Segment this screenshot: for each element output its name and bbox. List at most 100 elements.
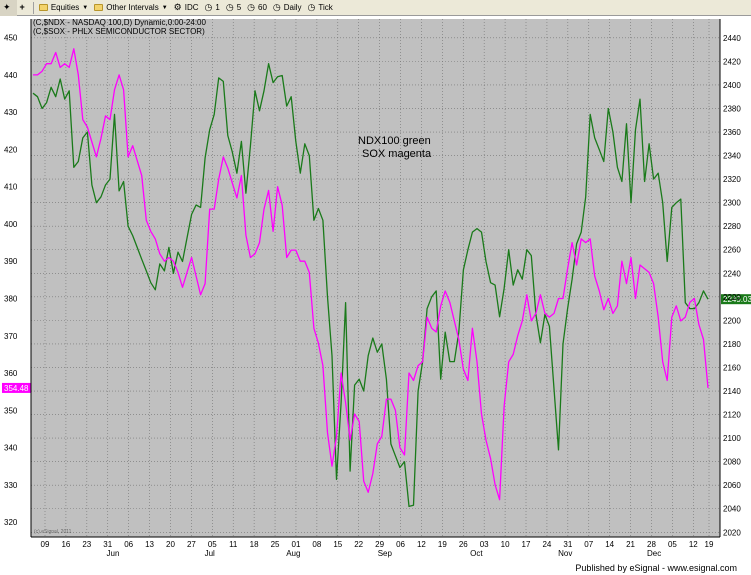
x-tick-label: 06 <box>124 540 133 549</box>
x-tick-label: 07 <box>584 540 593 549</box>
interval-5-label: 5 <box>236 3 242 12</box>
right-tick-label: 2380 <box>723 104 741 113</box>
left-tick-label: 400 <box>4 220 18 229</box>
x-tick-label: 16 <box>61 540 70 549</box>
right-tick-label: 2440 <box>723 34 741 43</box>
x-tick-label: 05 <box>668 540 677 549</box>
caret-down-icon: ▼ <box>161 4 168 11</box>
x-tick-label: 15 <box>333 540 342 549</box>
star-icon: ✦ <box>3 2 11 12</box>
folder-icon <box>94 4 104 11</box>
plus-icon: + <box>19 2 25 12</box>
gear-icon: ⚙ <box>173 2 182 12</box>
chart-header-line-2: (C,$SOX - PHLX SEMICONDUCTOR SECTOR) <box>33 27 205 36</box>
x-tick-label: 19 <box>705 540 714 549</box>
folder-icon <box>38 4 48 11</box>
interval-daily-button[interactable]: ◷ Daily <box>270 0 305 16</box>
x-tick-label: 01 <box>292 540 301 549</box>
x-tick-label: 10 <box>501 540 510 549</box>
last-value-badge <box>721 294 751 305</box>
left-tick-label: 450 <box>4 34 18 43</box>
x-tick-label: 03 <box>480 540 489 549</box>
idc-label: IDC <box>184 3 199 12</box>
caret-down-icon: ▼ <box>82 4 89 11</box>
x-tick-label: 29 <box>375 540 384 549</box>
right-tick-label: 2420 <box>723 57 741 66</box>
right-tick-label: 2340 <box>723 152 741 161</box>
other-intervals-label: Other Intervals <box>106 3 159 12</box>
equities-menu[interactable]: Equities ▼ <box>36 0 91 16</box>
x-tick-label: 05 <box>208 540 217 549</box>
x-tick-label: 25 <box>271 540 280 549</box>
left-tick-label: 330 <box>4 481 18 490</box>
equities-label: Equities <box>50 3 80 12</box>
x-tick-label: 31 <box>563 540 572 549</box>
sox-line <box>33 48 709 501</box>
x-tick-label: 18 <box>250 540 259 549</box>
month-label: Jul <box>205 549 215 558</box>
plot-area[interactable] <box>31 19 720 537</box>
x-tick-label: 26 <box>459 540 468 549</box>
interval-daily-label: Daily <box>283 3 302 12</box>
interval-5-button[interactable]: ◷ 5 <box>223 0 244 16</box>
interval-1-button[interactable]: ◷ 1 <box>202 0 223 16</box>
idc-button[interactable]: ⚙ IDC <box>171 0 202 16</box>
left-tick-label: 380 <box>4 294 18 303</box>
interval-60-button[interactable]: ◷ 60 <box>244 0 270 16</box>
right-axis: 2020 2040 2060 2080 2100 2120 2140 2160 2180 2200… <box>719 19 741 537</box>
x-tick-label: 09 <box>41 540 50 549</box>
last-value-label: 354.48 <box>4 384 29 393</box>
x-tick-label: 28 <box>647 540 656 549</box>
x-tick-label: 13 <box>145 540 154 549</box>
right-tick-label: 2360 <box>723 128 741 137</box>
right-tick-label: 2160 <box>723 363 741 372</box>
right-tick-label: 2300 <box>723 199 741 208</box>
x-tick-label: 17 <box>522 540 531 549</box>
x-tick-label: 27 <box>187 540 196 549</box>
price-chart[interactable]: 2249.03 354.48 320 330 340 350 360 370 380 390 4… <box>0 16 751 563</box>
x-tick-label: 08 <box>312 540 321 549</box>
x-tick-label: 21 <box>626 540 635 549</box>
x-tick-label: 14 <box>605 540 614 549</box>
clock-icon: ◷ <box>272 2 281 12</box>
interval-60-label: 60 <box>258 3 267 12</box>
footer-text: Published by eSignal - www.esignal.com <box>575 563 737 573</box>
clock-icon: ◷ <box>247 2 255 12</box>
right-tick-label: 2260 <box>723 246 741 255</box>
watermark: (c) eSignal, 2011 <box>34 529 72 535</box>
last-value-badge <box>2 382 31 393</box>
x-tick-label: 12 <box>689 540 698 549</box>
tb-star-button[interactable]: ✦ <box>0 0 17 16</box>
annotation-line-1: NDX100 green <box>358 135 431 147</box>
left-tick-label: 410 <box>4 183 18 192</box>
tb-add-button[interactable]: + <box>17 0 31 16</box>
right-tick-label: 2040 <box>723 505 741 514</box>
right-tick-label: 2100 <box>723 434 741 443</box>
right-tick-label: 2120 <box>723 411 741 420</box>
ndx100-line <box>32 63 709 508</box>
left-tick-label: 440 <box>4 71 18 80</box>
month-label: Nov <box>558 549 572 558</box>
x-axis: 09 16 23 31 06 13 20 27 05 11 18 25 01 08 15 22 29 06 12 19… <box>31 536 720 558</box>
clock-icon: ◷ <box>225 2 234 12</box>
last-value-label: 2249.03 <box>723 295 751 304</box>
interval-tick-label: Tick <box>318 3 333 12</box>
interval-1-label: 1 <box>215 3 220 12</box>
interval-tick-button[interactable]: ◷ Tick <box>305 0 336 16</box>
right-tick-label: 2200 <box>723 316 741 325</box>
sox-series: 354.48 <box>2 48 709 501</box>
x-tick-label: 23 <box>82 540 91 549</box>
x-tick-label: 06 <box>396 540 405 549</box>
other-intervals-menu[interactable]: Other Intervals ▼ <box>91 0 170 16</box>
left-tick-label: 350 <box>4 406 18 415</box>
left-tick-label: 420 <box>4 145 18 154</box>
right-tick-label: 2020 <box>723 528 741 537</box>
x-tick-label: 31 <box>103 540 112 549</box>
left-axis: 320 330 340 350 360 370 380 390 400 410 420 430 440 4… <box>4 19 32 537</box>
left-tick-label: 390 <box>4 257 18 266</box>
month-label: Dec <box>647 549 661 558</box>
left-tick-label: 360 <box>4 369 18 378</box>
toolbar-divider <box>32 1 34 14</box>
right-tick-label: 2280 <box>723 222 741 231</box>
month-label: Jun <box>107 549 120 558</box>
